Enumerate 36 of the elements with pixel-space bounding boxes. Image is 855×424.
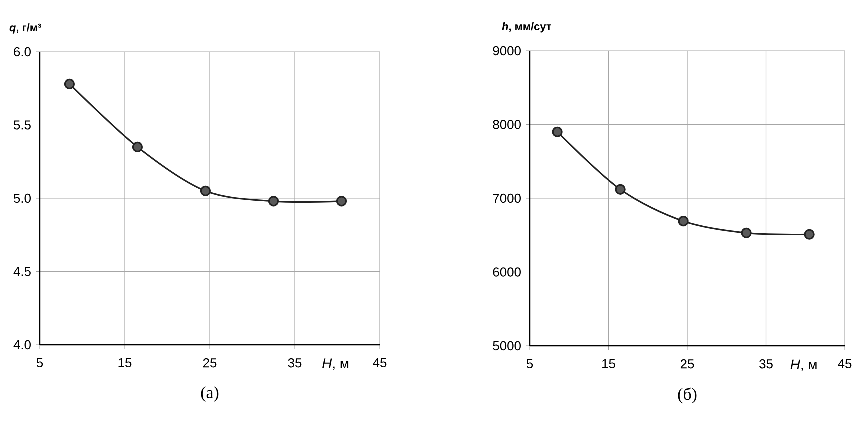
y-tick-label: 9000 xyxy=(493,46,521,56)
x-tick-label: 5 xyxy=(36,358,44,368)
x-tick-label: 45 xyxy=(373,358,387,368)
y-tick-label: 6.0 xyxy=(14,47,31,57)
y-tick-label: 6000 xyxy=(493,268,521,277)
x-tick-label: 15 xyxy=(118,358,132,368)
x-tick-label: 35 xyxy=(760,360,773,369)
text: (а) xyxy=(201,386,219,402)
point xyxy=(678,216,689,227)
point xyxy=(64,78,76,90)
point xyxy=(615,184,626,195)
x-axis-title: H, м xyxy=(790,360,817,372)
y-axis-title: h, мм/сут xyxy=(502,22,552,33)
x-tick-label: 35 xyxy=(288,358,302,368)
x-tick-label: 5 xyxy=(526,360,534,369)
y-tick-label: 7000 xyxy=(493,194,521,204)
x-tick-label: 25 xyxy=(680,360,694,369)
y-tick-label: 4.5 xyxy=(14,267,31,276)
x-tick-label: 25 xyxy=(203,358,217,368)
y-tick-label: 8000 xyxy=(493,120,521,130)
y-tick-label: 4.0 xyxy=(14,340,31,350)
y-tick-label: 5.0 xyxy=(14,194,31,204)
y-tick-label: 5.5 xyxy=(14,120,31,130)
point xyxy=(132,142,144,153)
x-tick-label: 45 xyxy=(838,360,852,369)
y-tick-label: 5000 xyxy=(493,341,521,351)
point xyxy=(268,196,280,207)
point xyxy=(741,228,752,238)
x-axis-title: H, м xyxy=(322,358,349,370)
text: (б) xyxy=(678,388,697,404)
point xyxy=(336,196,348,207)
point xyxy=(200,186,212,196)
point xyxy=(804,229,815,240)
point xyxy=(552,126,563,138)
x-tick-label: 15 xyxy=(602,360,616,369)
y-axis-title: q, г/м³ xyxy=(10,24,42,34)
